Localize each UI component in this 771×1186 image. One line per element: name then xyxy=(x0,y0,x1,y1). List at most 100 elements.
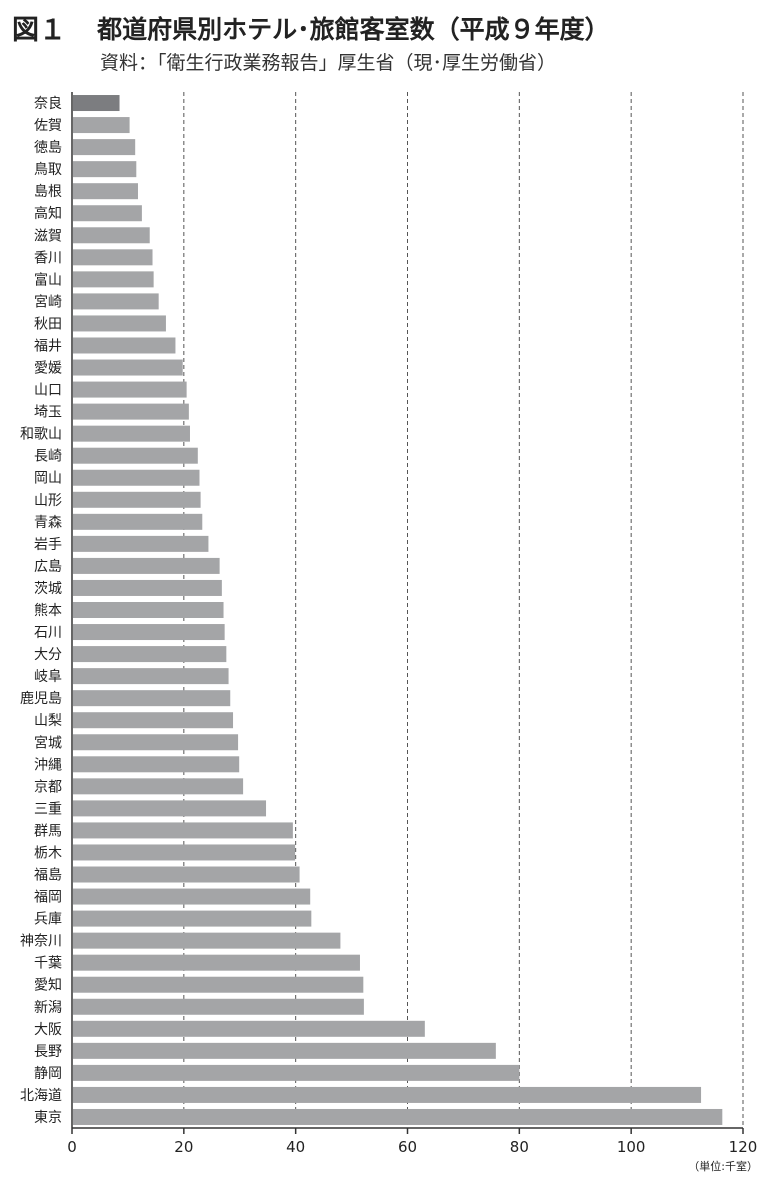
category-label: 福島 xyxy=(34,868,62,884)
bar-39 xyxy=(73,954,360,971)
bar-26 xyxy=(73,668,229,685)
category-label: 愛媛 xyxy=(34,361,62,377)
bar-41 xyxy=(73,998,364,1015)
category-label: 秋田 xyxy=(34,316,62,332)
bar-2 xyxy=(73,139,136,156)
category-label: 佐賀 xyxy=(34,118,62,134)
bar-20 xyxy=(73,535,209,552)
bar-1 xyxy=(73,117,130,134)
category-label: 群馬 xyxy=(34,823,62,839)
category-label: 福井 xyxy=(34,338,62,354)
category-label: 石川 xyxy=(34,625,62,641)
bar-4 xyxy=(73,183,138,200)
category-label: 岐阜 xyxy=(34,668,62,685)
bar-45 xyxy=(73,1086,702,1103)
bar-30 xyxy=(73,756,240,773)
category-label: 山口 xyxy=(34,383,62,399)
bar-24 xyxy=(73,624,225,641)
bar-34 xyxy=(73,844,296,861)
category-label: 鹿児島 xyxy=(20,690,62,707)
bar-40 xyxy=(73,976,364,993)
category-label: 茨城 xyxy=(34,581,62,597)
category-label: 宮崎 xyxy=(34,294,62,310)
category-label: 香川 xyxy=(34,250,62,266)
bar-25 xyxy=(73,646,227,663)
bar-29 xyxy=(73,734,239,751)
bar-46 xyxy=(73,1108,723,1125)
bar-7 xyxy=(73,249,153,266)
chart-source: 資料：「衛生行政業務報告」厚生省（現･厚生労働省） xyxy=(100,52,557,74)
category-label: 山形 xyxy=(34,493,62,509)
bar-19 xyxy=(73,513,203,530)
category-label: 神奈川 xyxy=(20,934,62,950)
category-label: 三重 xyxy=(34,801,62,817)
bar-31 xyxy=(73,778,244,795)
category-label: 和歌山 xyxy=(20,427,62,443)
bar-38 xyxy=(73,932,341,949)
category-label: 富山 xyxy=(34,271,62,288)
category-label: 大阪 xyxy=(34,1022,62,1038)
category-label: 高知 xyxy=(34,205,62,222)
bar-17 xyxy=(73,469,200,486)
bar-5 xyxy=(73,205,142,222)
bar-3 xyxy=(73,161,137,178)
bar-18 xyxy=(73,491,201,508)
bar-8 xyxy=(73,271,154,288)
bar-14 xyxy=(73,403,189,420)
category-label: 宮城 xyxy=(34,735,62,751)
bar-11 xyxy=(73,337,176,354)
bar-16 xyxy=(73,447,198,464)
x-tick-label: 20 xyxy=(174,1138,193,1156)
category-label: 山梨 xyxy=(34,713,62,729)
x-tick-label: 100 xyxy=(617,1138,646,1156)
category-label: 広島 xyxy=(34,559,62,575)
bar-43 xyxy=(73,1042,496,1059)
bar-42 xyxy=(73,1020,425,1037)
title-row: 図１ 都道府県別ホテル･旅館客室数（平成９年度） xyxy=(12,8,610,52)
category-label: 鳥取 xyxy=(34,162,62,178)
bar-23 xyxy=(73,602,224,618)
category-label: 東京 xyxy=(34,1110,62,1126)
category-label: 徳島 xyxy=(34,140,62,156)
category-label: 栃木 xyxy=(34,845,62,861)
bar-35 xyxy=(73,866,300,883)
bar-27 xyxy=(73,690,231,707)
bar-12 xyxy=(73,359,183,376)
x-tick-label: 120 xyxy=(729,1138,758,1156)
category-label: 兵庫 xyxy=(34,911,62,928)
category-label: 愛知 xyxy=(34,977,62,994)
category-label: 滋賀 xyxy=(34,228,62,244)
bar-33 xyxy=(73,822,293,839)
x-tick-label: 40 xyxy=(286,1138,305,1156)
bar-37 xyxy=(73,910,312,927)
category-label: 静岡 xyxy=(34,1066,62,1082)
chart-title: 都道府県別ホテル･旅館客室数（平成９年度） xyxy=(97,14,610,44)
category-label: 岡山 xyxy=(34,471,62,487)
unit-label: （単位:千室） xyxy=(688,1159,758,1173)
x-tick-label: 60 xyxy=(398,1138,417,1156)
bar-0 xyxy=(73,95,120,112)
bar-21 xyxy=(73,557,220,574)
category-label: 長野 xyxy=(34,1044,62,1060)
category-label: 熊本 xyxy=(34,603,62,619)
bar-10 xyxy=(73,315,166,332)
figure-number: 図１ xyxy=(12,15,66,46)
x-tick-label: 0 xyxy=(67,1138,77,1156)
bar-44 xyxy=(73,1064,520,1081)
bar-6 xyxy=(73,227,150,244)
category-label: 奈良 xyxy=(34,96,62,112)
category-label: 新潟 xyxy=(34,1000,62,1016)
bar-28 xyxy=(73,712,234,729)
category-label: 岩手 xyxy=(34,537,62,553)
category-label: 京都 xyxy=(34,779,62,795)
category-label: 島根 xyxy=(34,184,62,200)
bar-36 xyxy=(73,888,311,905)
bar-9 xyxy=(73,293,159,310)
category-label: 北海道 xyxy=(20,1088,62,1104)
category-label: 大分 xyxy=(34,647,62,663)
category-label: 青森 xyxy=(34,515,62,531)
bar-13 xyxy=(73,381,187,398)
bar-15 xyxy=(73,425,190,442)
x-tick-label: 80 xyxy=(510,1138,529,1156)
